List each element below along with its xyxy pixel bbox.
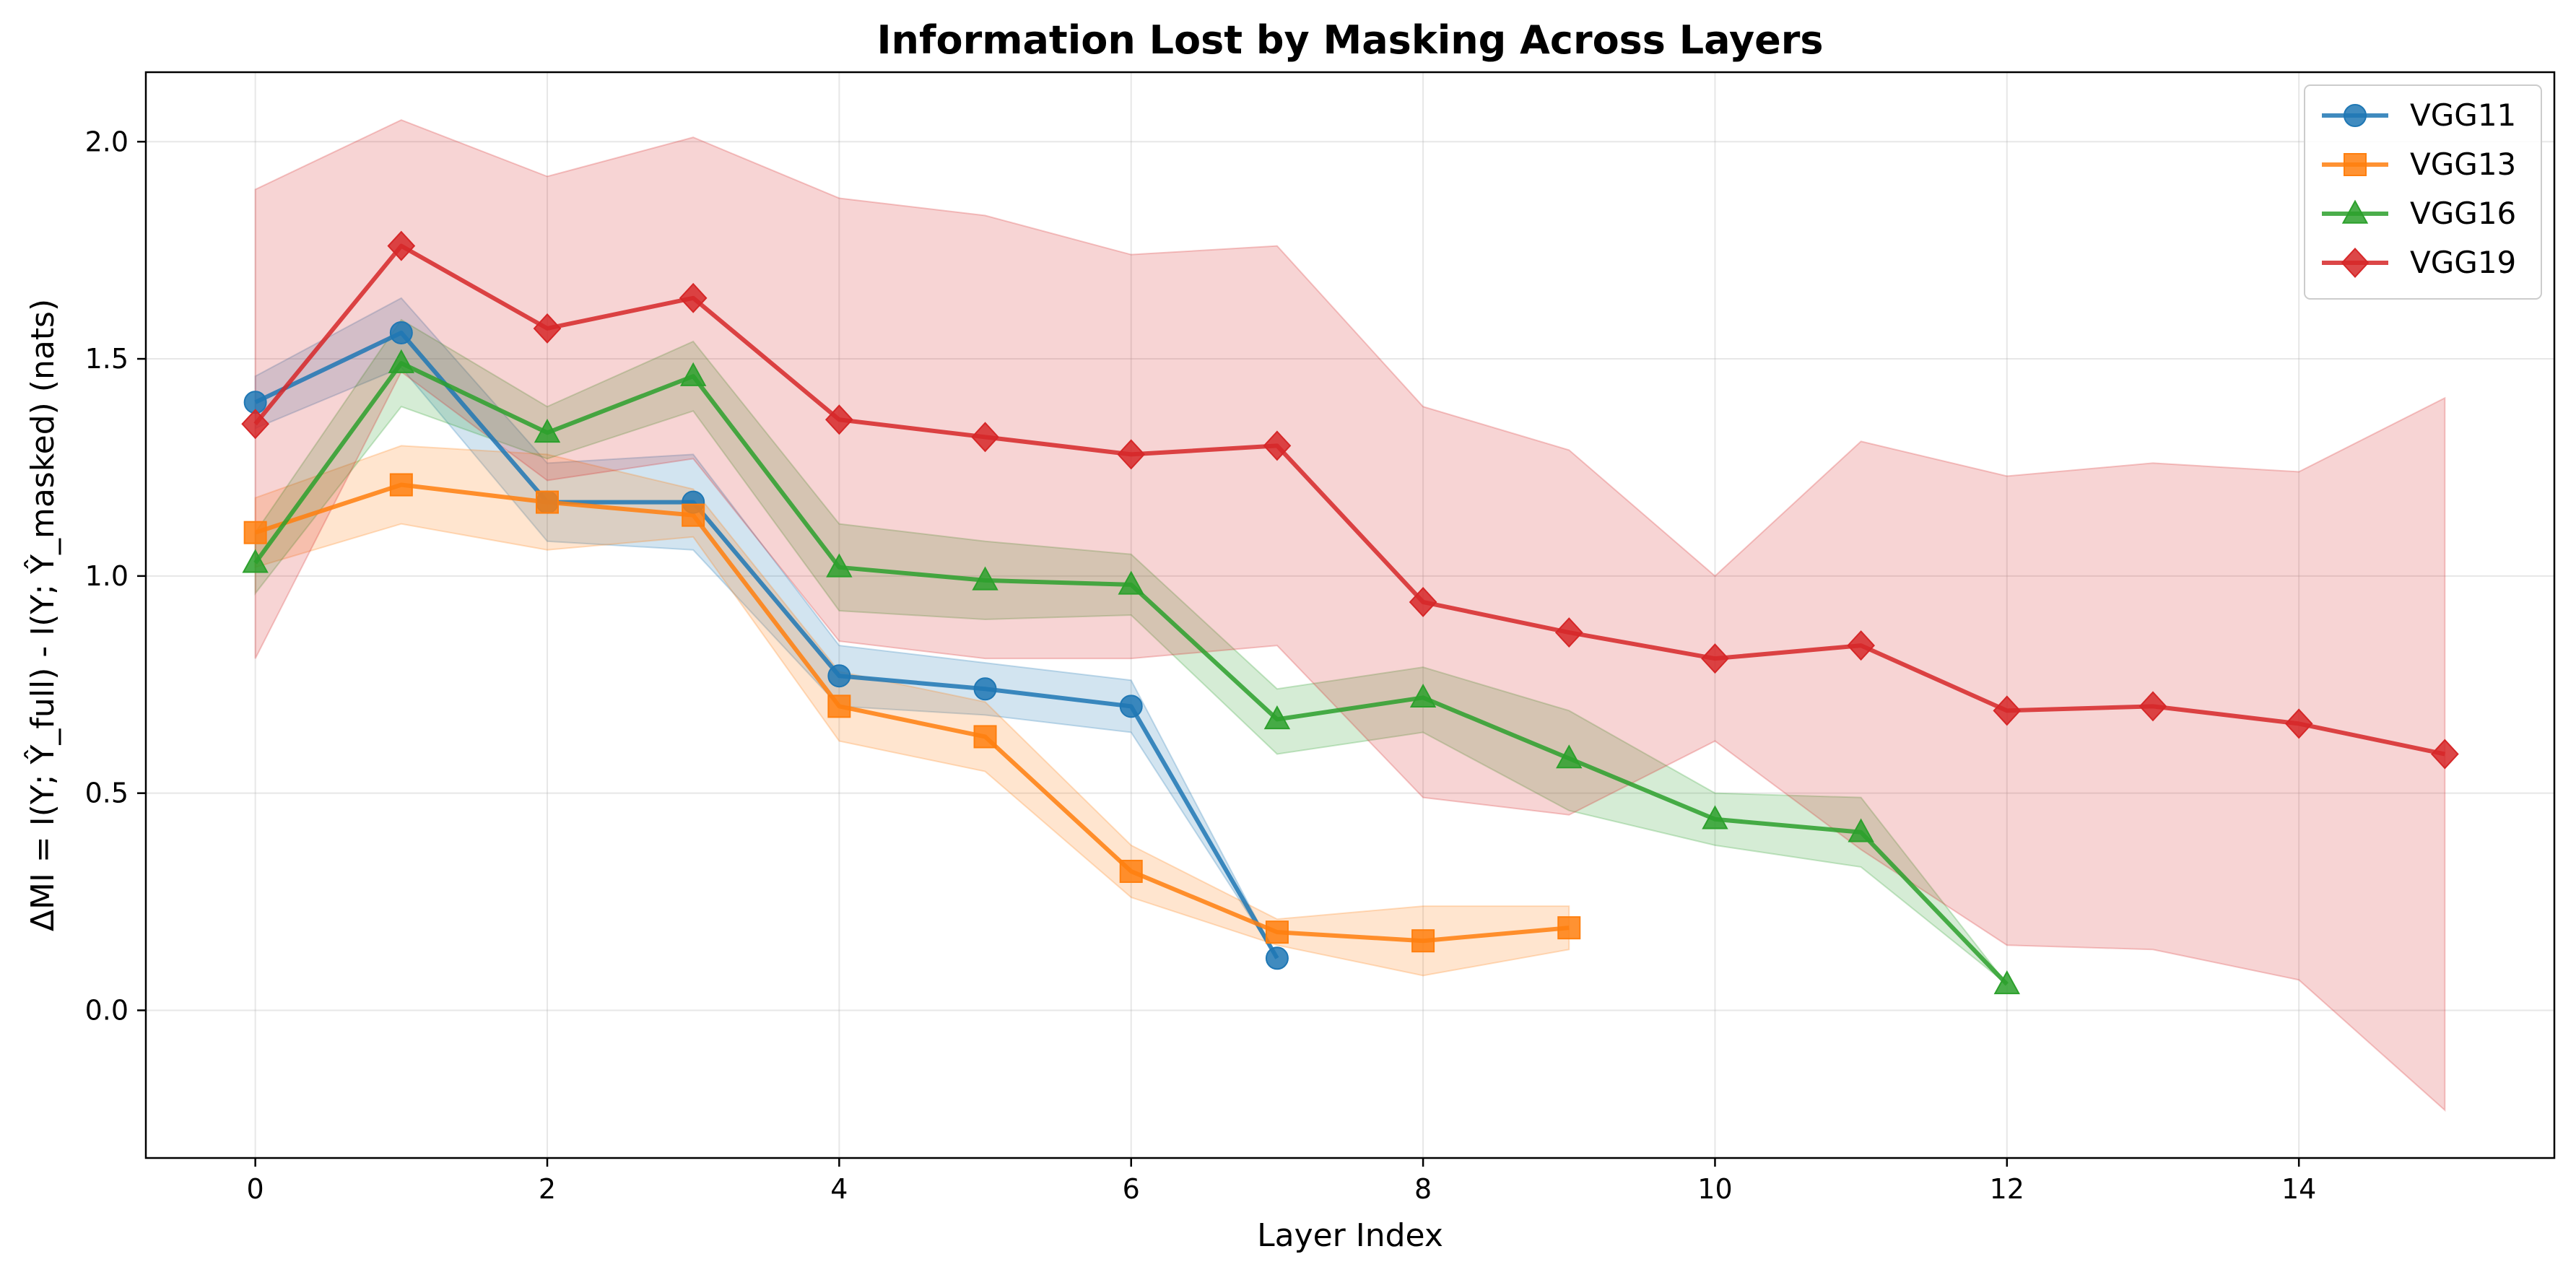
diamond-marker [1263,430,1292,461]
confidence-band [254,318,2008,985]
square-marker [682,503,705,527]
square-marker [973,725,997,749]
legend-label: VGG13 [2410,147,2516,182]
triangle-marker [1993,970,2021,995]
series-line [254,482,1570,944]
x-tick-label: 14 [2281,1173,2316,1205]
square-marker [243,521,267,544]
triangle-marker [1556,744,1583,769]
diamond-marker [679,282,708,313]
y-tick-label: 0.0 [85,994,129,1026]
diamond-marker [2431,739,2459,770]
square-marker [1265,920,1289,944]
circle-marker [389,321,413,344]
confidence-band [254,445,1570,977]
triangle-marker [826,553,853,578]
confidence-band [254,119,2446,1113]
triangle-marker [2341,199,2369,224]
square-marker [2344,153,2367,176]
circle-marker [1265,946,1289,970]
diamond-marker [1554,617,1583,648]
diamond-marker [533,313,562,344]
diamond-marker [1993,695,2022,726]
x-tick-label: 8 [1414,1173,1432,1205]
y-tick-label: 1.5 [85,343,129,375]
circle-marker [2344,104,2367,127]
legend-box [2304,84,2542,300]
square-marker [1557,916,1581,940]
grid-lines [146,72,2554,1158]
x-axis-label: Layer Index [1257,1217,1443,1254]
diamond-marker [1847,630,1875,661]
diamond-marker [387,230,416,261]
legend-label: VGG16 [2410,196,2516,231]
circle-marker [973,677,997,701]
circle-marker [827,664,851,688]
diamond-marker [2341,248,2370,278]
legend-label: VGG11 [2410,97,2516,133]
y-axis-label: ΔMI = I(Y; Ŷ_full) - I(Y; Ŷ_masked) (nat… [23,299,61,931]
triangle-marker [1409,683,1437,708]
diamond-marker [1117,439,1146,470]
x-tick-label: 0 [247,1173,264,1205]
diamond-marker [241,409,269,440]
triangle-marker [1263,705,1291,730]
diamond-marker [2138,691,2167,722]
y-tick-label: 1.0 [85,560,129,592]
chart-title: Information Lost by Masking Across Layer… [876,17,1823,63]
diamond-marker [1701,643,1729,674]
legend-label: VGG19 [2410,245,2516,280]
x-tick-label: 6 [1123,1173,1140,1205]
x-tick-label: 10 [1697,1173,1732,1205]
triangle-marker [679,362,707,386]
diamond-marker [825,404,853,435]
triangle-marker [1848,818,1874,843]
series-line [253,243,2445,757]
series-markers [241,230,2459,995]
diamond-marker [2284,708,2313,739]
triangle-marker [388,349,415,373]
triangle-marker [972,566,998,591]
square-marker [827,695,851,718]
x-tick-label: 2 [539,1173,556,1205]
triangle-marker [534,419,561,443]
x-tick-label: 4 [830,1173,848,1205]
triangle-marker [1702,805,1728,830]
legend: VGG11 VGG13 VGG16 VGG19 [2304,84,2542,300]
square-marker [389,473,413,497]
y-tick-label: 2.0 [85,126,129,157]
diamond-marker [1409,586,1437,617]
triangle-marker [1118,570,1144,595]
series-line [254,330,1279,959]
plot-area-frame [144,71,2556,1159]
triangle-marker [242,549,269,573]
square-marker [1119,859,1143,883]
axis-ticks: 0 2 4 6 8 10 12 14 0.0 0.5 1.0 1.5 2.0 [85,126,2317,1205]
square-marker [536,490,559,514]
x-tick-label: 12 [1990,1173,2024,1205]
square-marker [1411,929,1435,953]
circle-marker [1119,695,1143,718]
diamond-marker [971,422,999,453]
y-tick-label: 0.5 [85,778,129,809]
